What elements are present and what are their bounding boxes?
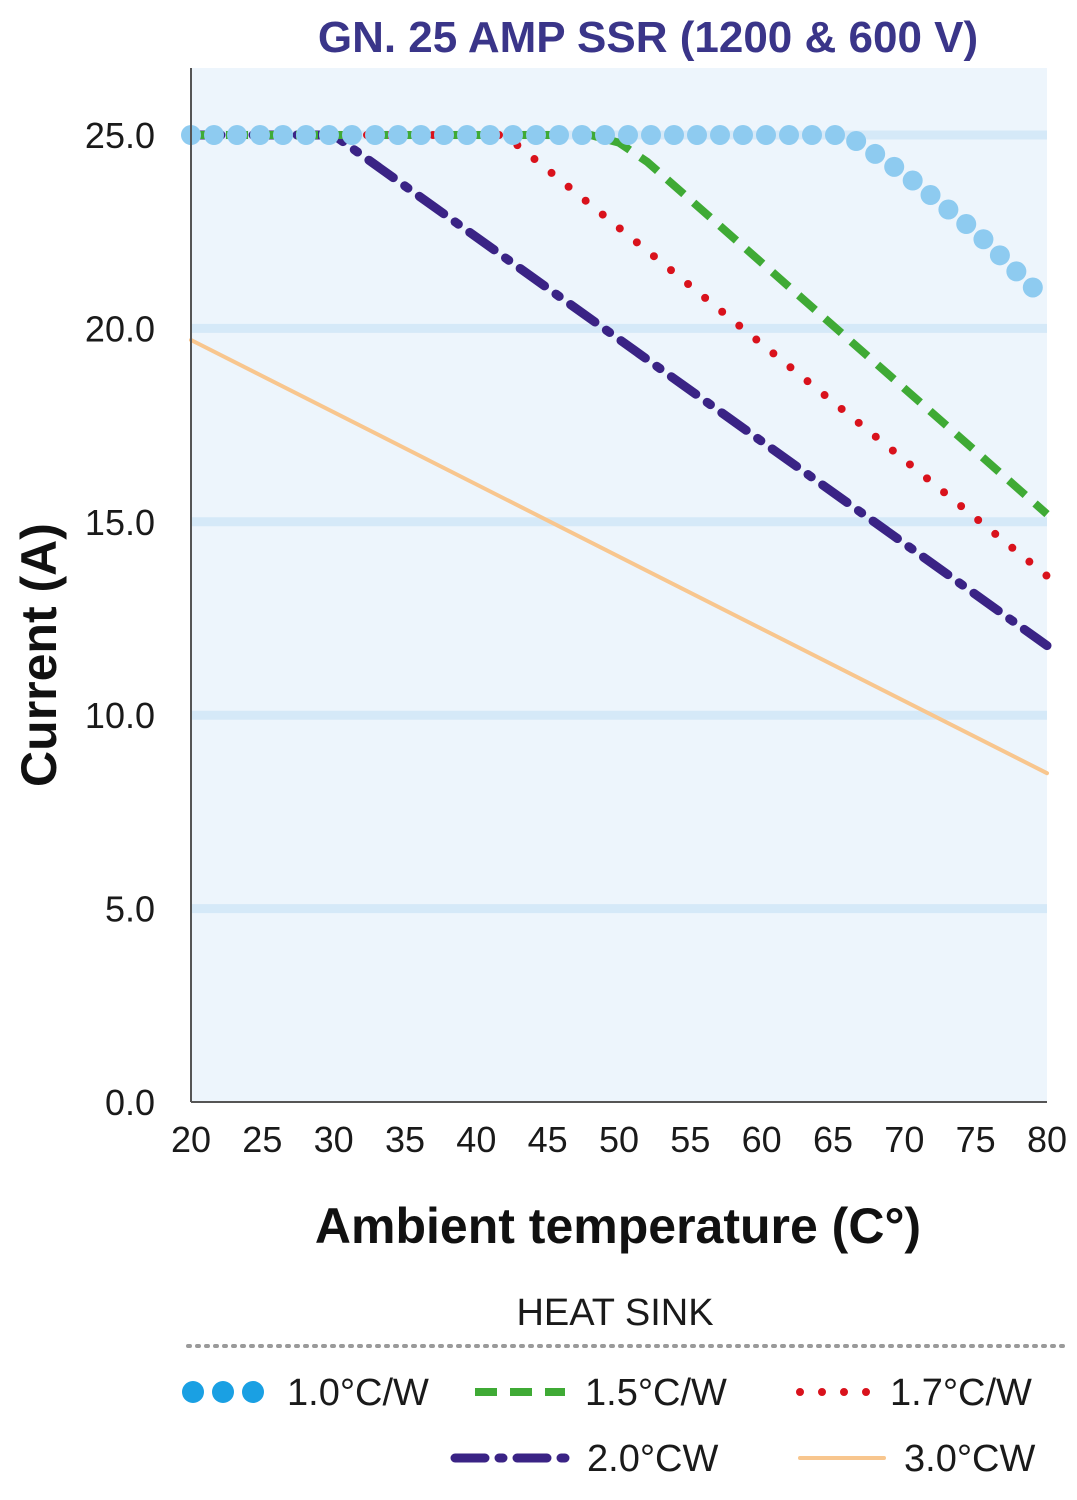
legend-item: 3.0°CW bbox=[798, 1438, 1035, 1480]
x-tick-labels: 20 25 30 35 40 45 50 55 60 65 70 75 80 bbox=[171, 1119, 1067, 1160]
y-tick-label: 0.0 bbox=[105, 1082, 155, 1123]
legend-label: 1.7°C/W bbox=[890, 1372, 1032, 1414]
legend-item: 1.7°C/W bbox=[796, 1372, 1032, 1414]
legend-item: 2.0°CW bbox=[450, 1438, 718, 1480]
x-tick-label: 80 bbox=[1027, 1119, 1067, 1160]
x-tick-label: 60 bbox=[742, 1119, 782, 1160]
series-layer bbox=[181, 125, 1057, 776]
x-tick-label: 65 bbox=[813, 1119, 853, 1160]
series-line-1.0°C/W bbox=[181, 125, 1057, 312]
legend-label: 1.5°C/W bbox=[585, 1372, 727, 1414]
y-tick-labels: 0.0 5.0 10.0 15.0 20.0 25.0 bbox=[85, 115, 155, 1123]
y-tick-label: 5.0 bbox=[105, 889, 155, 930]
chart-title: GN. 25 AMP SSR (1200 & 600 V) bbox=[318, 13, 978, 62]
x-tick-label: 70 bbox=[884, 1119, 924, 1160]
y-tick-label: 15.0 bbox=[85, 502, 155, 543]
legend-item: 1.5°C/W bbox=[475, 1372, 727, 1414]
y-tick-label: 20.0 bbox=[85, 308, 155, 349]
axes bbox=[190, 68, 1047, 1103]
y-axis-label: Current (A) bbox=[11, 523, 67, 787]
x-tick-label: 40 bbox=[456, 1119, 496, 1160]
series-line-3.0°CW bbox=[189, 338, 1049, 776]
x-tick-label: 45 bbox=[528, 1119, 568, 1160]
legend-label: 1.0°C/W bbox=[287, 1372, 429, 1414]
legend-title: HEAT SINK bbox=[516, 1292, 713, 1334]
x-tick-label: 35 bbox=[385, 1119, 425, 1160]
legend-label: 2.0°CW bbox=[587, 1438, 718, 1480]
x-axis-label: Ambient temperature (C°) bbox=[315, 1198, 921, 1254]
y-tick-label: 25.0 bbox=[85, 115, 155, 156]
x-tick-label: 75 bbox=[956, 1119, 996, 1160]
legend: 1.0°C/W 1.5°C/W 1.7°C/W 2.0°CW 3.0°CW bbox=[182, 1372, 1035, 1480]
x-tick-label: 55 bbox=[670, 1119, 710, 1160]
y-tick-label: 10.0 bbox=[85, 695, 155, 736]
x-tick-label: 50 bbox=[599, 1119, 639, 1160]
plot-area bbox=[191, 68, 1047, 1102]
x-tick-label: 20 bbox=[171, 1119, 211, 1160]
x-tick-label: 30 bbox=[314, 1119, 354, 1160]
legend-label: 3.0°CW bbox=[904, 1438, 1035, 1480]
legend-item: 1.0°C/W bbox=[182, 1372, 429, 1414]
x-tick-label: 25 bbox=[242, 1119, 282, 1160]
